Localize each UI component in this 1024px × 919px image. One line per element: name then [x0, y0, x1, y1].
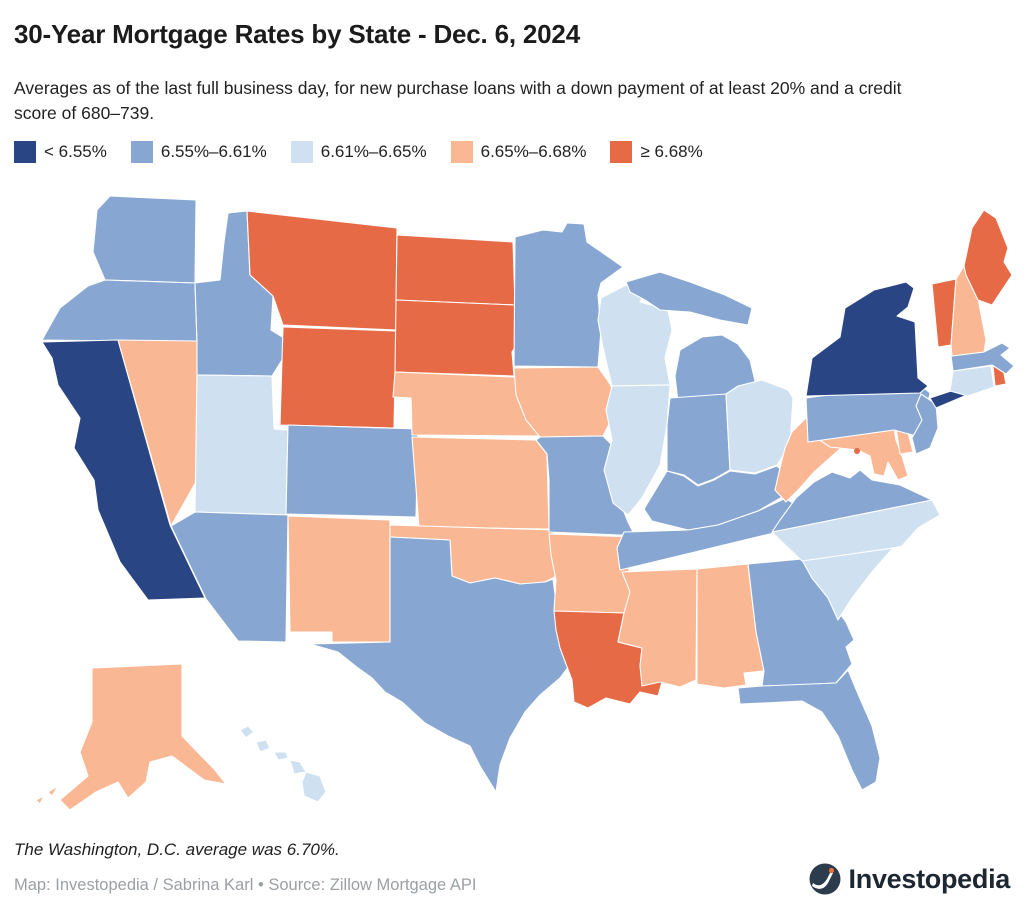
state-ME[interactable]: Maine: ≥ 6.68%	[963, 209, 1013, 306]
state-UT[interactable]: Utah: 6.61%–6.65%	[194, 374, 289, 516]
investopedia-logo-icon	[809, 863, 841, 895]
legend-item-0: < 6.55%	[14, 141, 107, 163]
legend-swatch-661-665	[290, 141, 313, 163]
legend-label: 6.61%–6.65%	[320, 142, 427, 161]
investopedia-logo-text: Investopedia	[848, 863, 1011, 894]
state-AZ[interactable]: Arizona: 6.55%–6.61%	[170, 511, 289, 643]
state-MA[interactable]: Massachusetts: 6.55%–6.61%	[950, 342, 1015, 375]
legend-swatch-gte-668	[610, 141, 633, 163]
legend-item-1: 6.55%–6.61%	[130, 141, 267, 163]
state-WA[interactable]: Washington: 6.55%–6.61%	[92, 195, 197, 284]
legend: < 6.55% 6.55%–6.61% 6.61%–6.65% 6.65%–6.…	[14, 141, 703, 163]
state-OH[interactable]: Ohio: 6.61%–6.65%	[725, 379, 794, 474]
state-SD[interactable]: South Dakota: ≥ 6.68%	[394, 299, 519, 377]
dc-footnote: The Washington, D.C. average was 6.70%.	[14, 840, 340, 859]
attribution-line: Map: Investopedia / Sabrina Karl • Sourc…	[14, 876, 477, 894]
legend-item-2: 6.61%–6.65%	[290, 141, 427, 163]
state-OR[interactable]: Oregon: 6.55%–6.61%	[41, 279, 198, 343]
legend-label: 6.65%–6.68%	[480, 142, 587, 161]
dc-marker[interactable]: Washington, D.C.: 6.70%	[854, 448, 860, 454]
state-NC[interactable]: North Carolina: 6.61%–6.65%	[771, 499, 941, 562]
state-CT[interactable]: Connecticut: 6.61%–6.65%	[949, 365, 995, 397]
legend-swatch-lt-655	[14, 141, 36, 163]
legend-item-3: 6.65%–6.68%	[450, 141, 587, 163]
state-TX[interactable]: Texas: 6.55%–6.61%	[309, 536, 576, 793]
state-MT[interactable]: Montana: ≥ 6.68%	[246, 210, 398, 331]
state-CA[interactable]: California: < 6.55%	[41, 339, 206, 601]
legend-label: ≥ 6.68%	[640, 142, 703, 161]
state-KS[interactable]: Kansas: 6.65%–6.68%	[411, 436, 550, 530]
state-AK[interactable]: Alaska: 6.65%–6.68%	[35, 663, 227, 811]
state-NJ[interactable]: New Jersey: 6.55%–6.61%	[911, 393, 939, 455]
state-MS[interactable]: Mississippi: 6.65%–6.68%	[617, 568, 698, 688]
legend-swatch-665-668	[450, 141, 473, 163]
state-FL[interactable]: Florida: 6.55%–6.61%	[737, 669, 881, 791]
state-IN[interactable]: Indiana: 6.55%–6.61%	[666, 393, 731, 486]
us-map-svg[interactable]: Washington: 6.55%–6.61%Oregon: 6.55%–6.6…	[0, 180, 1024, 835]
legend-label: 6.55%–6.61%	[160, 142, 267, 161]
legend-swatch-655-661	[130, 141, 153, 163]
investopedia-logo[interactable]: Investopedia	[808, 862, 1010, 896]
state-HI[interactable]: Hawaii: 6.61%–6.65%	[239, 725, 327, 803]
us-choropleth-map[interactable]: Washington: 6.55%–6.61%Oregon: 6.55%–6.6…	[0, 180, 1024, 835]
state-VA[interactable]: Virginia: 6.55%–6.61%	[771, 469, 933, 533]
state-SC[interactable]: South Carolina: 6.61%–6.65%	[801, 547, 894, 621]
state-CO[interactable]: Colorado: 6.55%–6.61%	[285, 424, 419, 518]
legend-label: < 6.55%	[44, 142, 107, 161]
state-NM[interactable]: New Mexico: 6.65%–6.68%	[287, 515, 391, 643]
page-subtitle: Averages as of the last full business da…	[14, 78, 902, 123]
page-title: 30-Year Mortgage Rates by State - Dec. 6…	[14, 19, 580, 49]
state-ND[interactable]: North Dakota: ≥ 6.68%	[395, 234, 516, 306]
state-IA[interactable]: Iowa: 6.65%–6.68%	[513, 366, 617, 438]
state-TN[interactable]: Tennessee: 6.55%–6.61%	[616, 497, 795, 571]
state-WY[interactable]: Wyoming: ≥ 6.68%	[279, 326, 397, 429]
legend-item-4: ≥ 6.68%	[610, 141, 703, 163]
